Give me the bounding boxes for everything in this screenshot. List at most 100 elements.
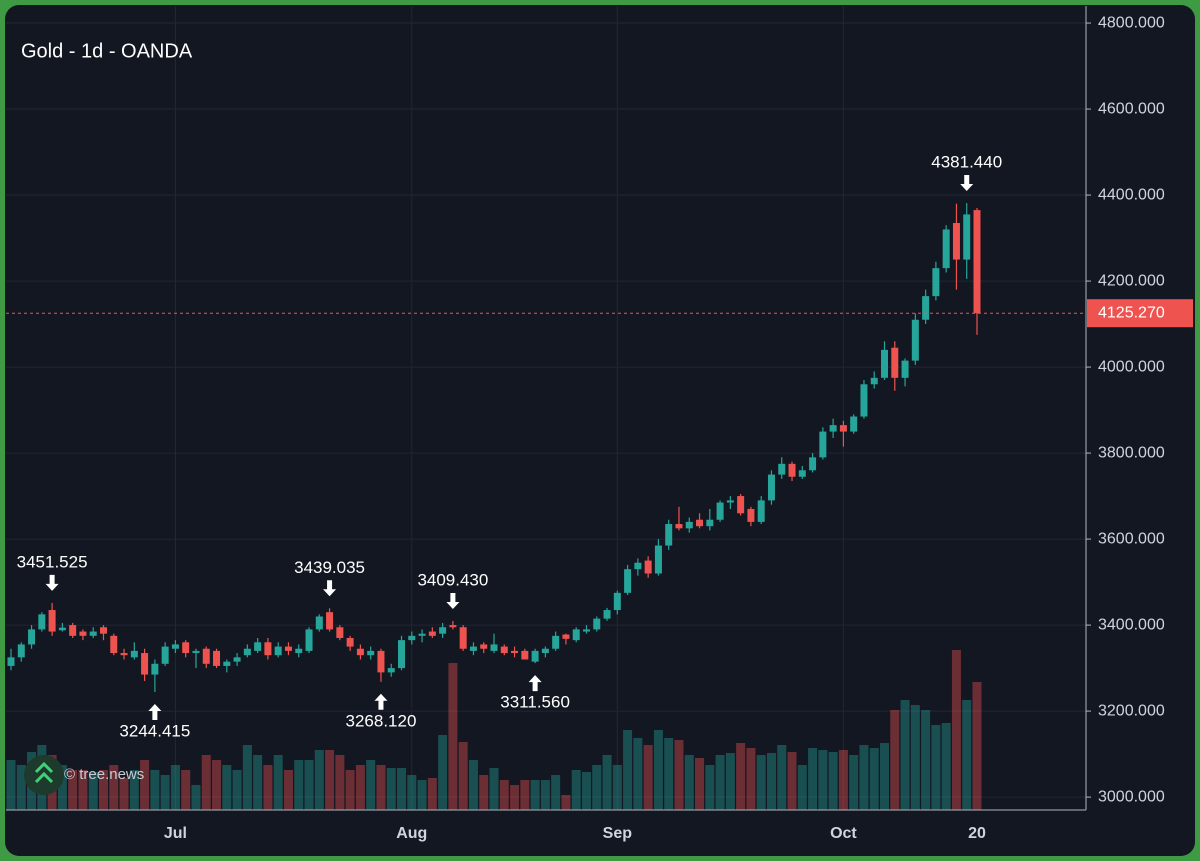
candle-body xyxy=(541,648,549,654)
candle-body xyxy=(521,650,529,660)
candle-body xyxy=(346,637,354,647)
annotation-arrow xyxy=(446,593,460,610)
volume-bar xyxy=(283,770,293,810)
volume-bar xyxy=(417,780,427,810)
candle-body xyxy=(911,319,919,361)
annotation-label: 3311.560 xyxy=(500,693,570,712)
volume-bar xyxy=(931,725,941,810)
volume-bar xyxy=(859,745,869,810)
candle-body xyxy=(572,629,580,641)
volume-bar xyxy=(962,700,972,810)
y-tick-label: 4000.000 xyxy=(1098,358,1165,375)
candle-body xyxy=(562,634,570,639)
candle-body xyxy=(110,635,118,654)
candle-body xyxy=(233,657,241,662)
candle-body xyxy=(819,431,827,458)
candle-body xyxy=(336,627,344,638)
candle-body xyxy=(89,631,97,636)
volume-bar xyxy=(602,755,612,810)
candle-body xyxy=(202,648,210,664)
candle-body xyxy=(511,650,519,654)
volume-bar xyxy=(222,765,232,810)
candle-body xyxy=(603,610,611,619)
volume-bar xyxy=(57,765,67,810)
candle-body xyxy=(952,223,960,260)
annotation-arrow xyxy=(323,580,337,597)
candle-body xyxy=(326,612,334,630)
volume-bar xyxy=(345,770,355,810)
volume-bar xyxy=(674,740,684,810)
candle-body xyxy=(696,519,704,527)
volume-bar xyxy=(314,750,324,810)
volume-bar xyxy=(571,770,581,810)
candle-body xyxy=(531,650,539,662)
volume-bar xyxy=(972,682,982,810)
volume-bar xyxy=(335,755,345,810)
candle-body xyxy=(7,657,15,666)
volume-bar xyxy=(191,785,201,810)
candle-body xyxy=(942,229,950,269)
candle-body xyxy=(973,210,981,314)
candle-body xyxy=(675,524,683,529)
volume-bar xyxy=(633,738,643,810)
candle-body xyxy=(922,296,930,320)
candle-body xyxy=(264,642,272,656)
candle-body xyxy=(356,648,364,656)
volume-bar xyxy=(756,755,766,810)
annotation-label: 3268.120 xyxy=(346,711,417,730)
volume-bar xyxy=(766,753,776,810)
candle-body xyxy=(901,360,909,378)
volume-bar xyxy=(129,770,139,810)
candle-body xyxy=(767,474,775,501)
candle-body xyxy=(469,646,477,651)
volume-bar xyxy=(787,752,797,810)
annotation-arrow xyxy=(960,175,974,192)
candle-body xyxy=(141,653,149,675)
candle-body xyxy=(552,635,560,649)
volume-bar xyxy=(715,755,725,810)
candle-body xyxy=(809,457,817,471)
volume-bar xyxy=(828,752,838,810)
candle-body xyxy=(726,500,734,503)
volume-bar xyxy=(181,770,191,810)
annotation-label: 4381.440 xyxy=(931,153,1002,172)
volume-bar xyxy=(397,768,407,810)
candle-body xyxy=(408,635,416,641)
volume-bar xyxy=(427,778,437,810)
candle-body xyxy=(500,646,508,654)
y-tick-label: 3600.000 xyxy=(1098,530,1165,547)
volume-bar xyxy=(561,795,571,810)
candle-body xyxy=(778,463,786,475)
volume-bar xyxy=(808,748,818,810)
candle-body xyxy=(99,627,107,634)
candle-body xyxy=(706,519,714,527)
annotation-arrow xyxy=(528,675,542,692)
last-price-label: 4125.270 xyxy=(1098,304,1165,321)
candle-body xyxy=(79,631,87,636)
chart-background xyxy=(5,5,1195,856)
volume-bar xyxy=(695,758,705,810)
y-tick-label: 4400.000 xyxy=(1098,186,1165,203)
candle-body xyxy=(151,663,159,675)
volume-bar xyxy=(592,765,602,810)
candle-body xyxy=(449,625,457,628)
volume-bar xyxy=(849,755,859,810)
candle-body xyxy=(243,648,251,656)
volume-bar xyxy=(623,730,633,810)
volume-bar xyxy=(109,765,119,810)
volume-bar xyxy=(468,760,478,810)
volume-bar xyxy=(253,755,263,810)
annotation-label: 3409.430 xyxy=(417,571,488,590)
volume-bar xyxy=(88,772,98,810)
candle-body xyxy=(120,653,128,656)
candle-body xyxy=(284,646,292,651)
candle-body xyxy=(295,648,303,654)
y-tick-label: 4600.000 xyxy=(1098,100,1165,117)
x-tick-label: Jul xyxy=(164,825,187,842)
volume-bar xyxy=(510,785,520,810)
volume-bar xyxy=(376,765,386,810)
candle-body xyxy=(593,618,601,630)
volume-bar xyxy=(438,735,448,810)
volume-bar xyxy=(242,745,252,810)
